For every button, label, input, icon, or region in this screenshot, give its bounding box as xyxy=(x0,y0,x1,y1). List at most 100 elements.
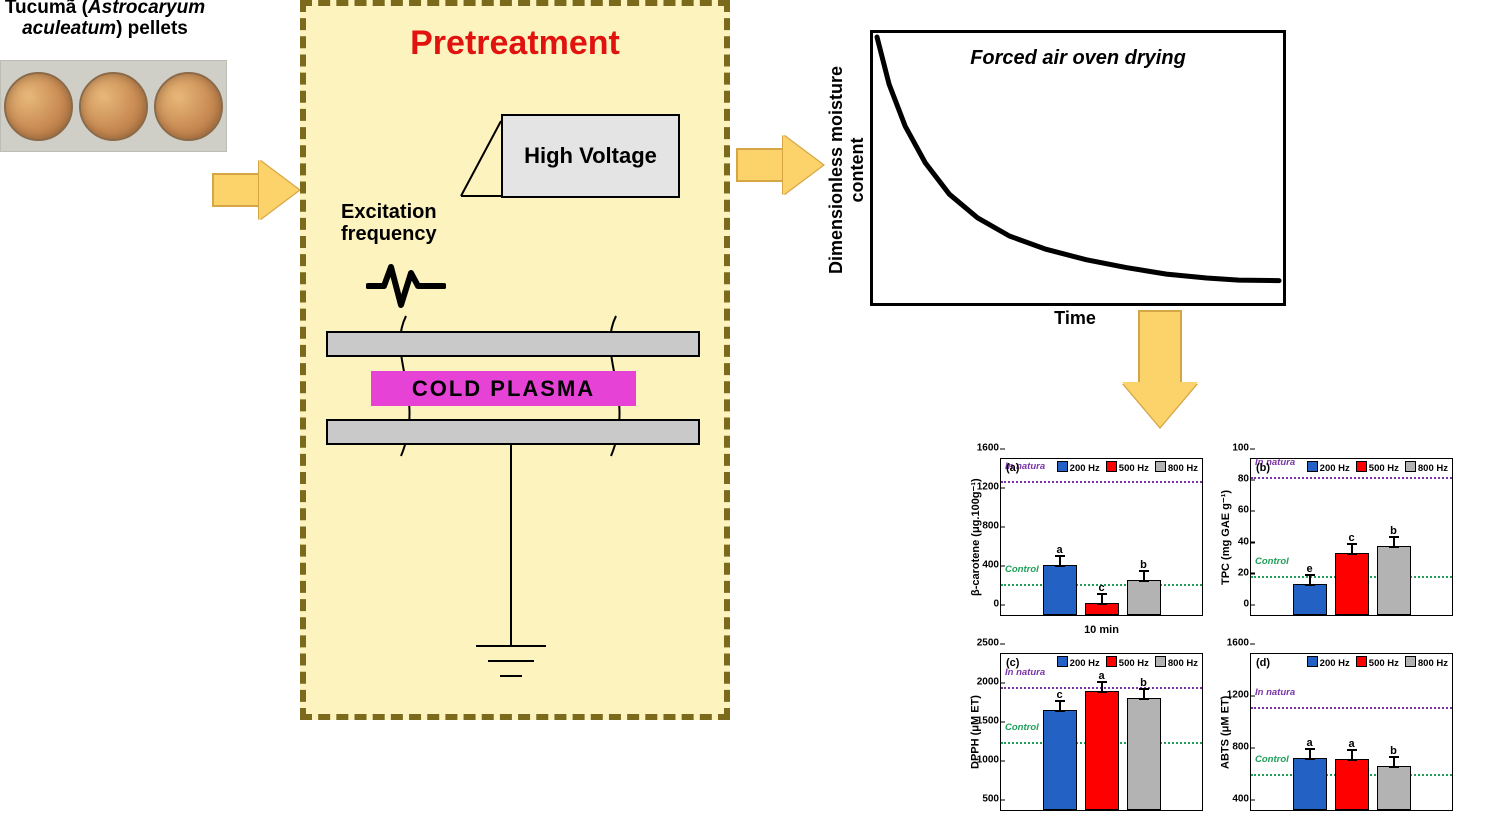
significance-letter: a xyxy=(1044,544,1076,556)
pellets-title-tail: ) pellets xyxy=(116,18,188,39)
legend-swatch xyxy=(1155,656,1166,667)
bar-panel-ticks: 020406080100 xyxy=(1221,459,1249,615)
y-tick: 80 xyxy=(1238,474,1249,485)
significance-letter: c xyxy=(1044,689,1076,701)
significance-letter: a xyxy=(1336,738,1368,750)
legend-swatch xyxy=(1057,656,1068,667)
y-tick: 400 xyxy=(982,560,999,571)
significance-letter: a xyxy=(1294,737,1326,749)
pellets-title-main: Tucumã ( xyxy=(5,0,88,18)
drying-ylabel: Dimensionless moisture content xyxy=(826,45,868,295)
panel-letter: (c) xyxy=(1006,657,1019,669)
y-tick: 40 xyxy=(1238,536,1249,547)
bar: a xyxy=(1335,759,1369,810)
bar-chart-panel: TPC (mg GAE g⁻¹)020406080100In naturaCon… xyxy=(1210,448,1458,640)
legend-swatch xyxy=(1106,656,1117,667)
bar: a xyxy=(1293,758,1327,810)
cold-plasma-label: COLD PLASMA xyxy=(412,376,595,402)
pretreatment-wiring xyxy=(306,6,724,714)
drying-curve-svg xyxy=(873,33,1283,303)
bar-chart-panel: ABTS (μM ET)40080012001600In naturaContr… xyxy=(1210,643,1458,835)
excitation-label-l2: frequency xyxy=(341,223,437,245)
panel-letter: (d) xyxy=(1256,657,1270,669)
error-bar-icon xyxy=(1309,749,1311,759)
legend-swatch xyxy=(1405,461,1416,472)
panel-letter: (a) xyxy=(1006,462,1019,474)
bar-chart-panel: β-carotene (μg.100g⁻¹)040080012001600In … xyxy=(960,448,1208,640)
bar-panel-frame: 020406080100In naturaControlecb xyxy=(1250,458,1453,616)
y-tick: 1500 xyxy=(977,716,999,727)
legend-item: 500 Hz xyxy=(1356,656,1399,669)
y-tick: 800 xyxy=(982,521,999,532)
significance-letter: b xyxy=(1128,677,1160,689)
high-voltage-label: High Voltage xyxy=(524,144,657,168)
pellet-sample xyxy=(79,72,148,141)
legend-item: 200 Hz xyxy=(1057,461,1100,474)
y-tick: 1000 xyxy=(977,755,999,766)
legend-swatch xyxy=(1356,656,1367,667)
error-bar-icon xyxy=(1101,594,1103,604)
significance-letter: c xyxy=(1336,532,1368,544)
y-tick: 2500 xyxy=(977,638,999,649)
legend-item: 800 Hz xyxy=(1155,656,1198,669)
legend-swatch xyxy=(1155,461,1166,472)
legend-item: 200 Hz xyxy=(1307,656,1350,669)
high-voltage-box: High Voltage xyxy=(501,114,680,198)
y-tick: 1200 xyxy=(977,482,999,493)
significance-letter: b xyxy=(1378,525,1410,537)
legend-item: 500 Hz xyxy=(1356,461,1399,474)
arrow-right-icon xyxy=(212,160,302,220)
y-tick: 2000 xyxy=(977,677,999,688)
error-bar-icon xyxy=(1309,575,1311,585)
error-bar-icon xyxy=(1393,757,1395,767)
drying-curve-panel: Forced air oven drying xyxy=(870,30,1286,306)
legend-item: 800 Hz xyxy=(1405,461,1448,474)
bar-panel-ticks: 40080012001600 xyxy=(1221,654,1249,810)
arrow-head xyxy=(1122,382,1198,427)
legend-swatch xyxy=(1307,656,1318,667)
electrode-top xyxy=(326,331,700,357)
significance-letter: b xyxy=(1128,559,1160,571)
bars-wrap: aab xyxy=(1251,654,1452,810)
drying-xlabel: Time xyxy=(870,308,1280,329)
y-tick: 60 xyxy=(1238,505,1249,516)
arrow-right-icon xyxy=(736,135,826,195)
y-tick: 500 xyxy=(982,794,999,805)
error-bar-icon xyxy=(1351,750,1353,760)
bar: b xyxy=(1127,698,1161,810)
bars-wrap: cab xyxy=(1001,654,1202,810)
bar-panel-frame: 040080012001600In naturaControlacb xyxy=(1000,458,1203,616)
error-bar-icon xyxy=(1143,571,1145,581)
excitation-label: Excitation frequency xyxy=(341,201,437,245)
bar: c xyxy=(1335,553,1369,615)
legend-item: 800 Hz xyxy=(1405,656,1448,669)
bars-wrap: ecb xyxy=(1251,459,1452,615)
arrow-shaft xyxy=(736,148,783,182)
cold-plasma-region: COLD PLASMA xyxy=(371,371,636,406)
error-bar-icon xyxy=(1393,537,1395,547)
bar: b xyxy=(1127,580,1161,615)
significance-letter: e xyxy=(1294,563,1326,575)
excitation-label-l1: Excitation xyxy=(341,201,437,223)
bar: c xyxy=(1085,603,1119,615)
legend-swatch xyxy=(1307,461,1318,472)
bar-chart-grid: β-carotene (μg.100g⁻¹)040080012001600In … xyxy=(960,448,1460,838)
pellets-photo xyxy=(0,60,227,152)
significance-letter: a xyxy=(1086,670,1118,682)
panel-letter: (b) xyxy=(1256,462,1270,474)
legend-item: 500 Hz xyxy=(1106,461,1149,474)
error-bar-icon xyxy=(1101,682,1103,692)
pellets-title: Tucumã (Astrocaryum aculeatum) pellets xyxy=(0,0,210,40)
bar: b xyxy=(1377,766,1411,810)
y-tick: 400 xyxy=(1232,794,1249,805)
arrow-shaft xyxy=(212,173,259,207)
error-bar-icon xyxy=(1143,689,1145,699)
bar: c xyxy=(1043,710,1077,810)
significance-letter: b xyxy=(1378,745,1410,757)
arrow-down-icon xyxy=(1120,310,1200,430)
y-tick: 0 xyxy=(993,599,999,610)
legend: 200 Hz500 Hz800 Hz xyxy=(1057,656,1198,669)
legend-item: 200 Hz xyxy=(1057,656,1100,669)
legend-swatch xyxy=(1356,461,1367,472)
legend-item: 800 Hz xyxy=(1155,461,1198,474)
